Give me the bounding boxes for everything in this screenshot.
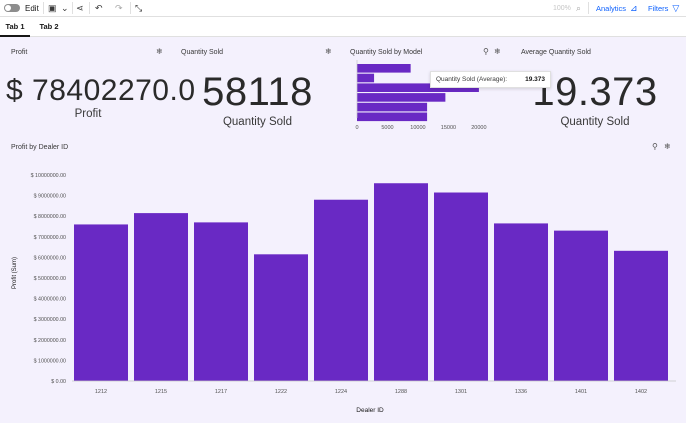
x-tick-label: 1215 bbox=[155, 389, 167, 395]
y-tick-label: $ 9000000.00 bbox=[34, 194, 66, 200]
filters-button[interactable]: Filters ▽ bbox=[648, 0, 679, 16]
x-tick-label: 15000 bbox=[441, 125, 456, 131]
model-bar[interactable] bbox=[357, 73, 375, 83]
undo-button[interactable]: ↶ bbox=[95, 0, 103, 16]
filter-icon: ▽ bbox=[672, 3, 680, 13]
x-tick-label: 1301 bbox=[455, 389, 467, 395]
y-tick-label: $ 0.00 bbox=[51, 379, 66, 385]
y-axis-label: Profit (Sum) bbox=[12, 257, 18, 289]
analytics-label: Analytics bbox=[596, 3, 627, 13]
save-icon: ▣ bbox=[48, 3, 57, 13]
x-tick-label: 1224 bbox=[335, 389, 347, 395]
settings-icon[interactable]: ❄ bbox=[325, 47, 332, 56]
tab-1[interactable]: Tab 1 bbox=[0, 17, 30, 37]
model-bar[interactable] bbox=[357, 102, 428, 112]
y-tick-label: $ 7000000.00 bbox=[34, 235, 66, 241]
x-tick-label: 1288 bbox=[395, 389, 407, 395]
profit-by-dealer-chart: 1212 1215 1217 1222 1224 1288 1301 1336 1401 1402… bbox=[12, 173, 676, 414]
y-tick-label: $ 4000000.00 bbox=[34, 297, 66, 303]
dealer-bar[interactable] bbox=[374, 183, 428, 381]
dealer-bar[interactable] bbox=[134, 213, 188, 381]
y-tick-label: $ 3000000.00 bbox=[34, 317, 66, 323]
tooltip-label: Quantity Sold (Average): bbox=[436, 76, 508, 83]
toolbar-divider bbox=[130, 2, 131, 14]
x-tick-label: 1336 bbox=[515, 389, 527, 395]
toolbar-divider bbox=[72, 2, 73, 14]
dealer-bar[interactable] bbox=[194, 222, 248, 381]
x-axis-label: Dealer ID bbox=[356, 407, 384, 414]
x-tick-label: 10000 bbox=[410, 125, 425, 131]
dealer-bar[interactable] bbox=[254, 254, 308, 381]
model-bar[interactable] bbox=[357, 64, 411, 73]
edit-label: Edit bbox=[25, 3, 39, 13]
tab-bar: Tab 1 Tab 2 bbox=[0, 17, 686, 37]
share-icon: ⋖ bbox=[76, 3, 84, 13]
profit-tile-title: Profit bbox=[11, 49, 28, 56]
toolbar: Edit ▣ ⌄ ⋖ ↶ ↷ ⤡ 100% ⌕ Analytics ⊿ Filt… bbox=[0, 0, 686, 17]
dealer-bar[interactable] bbox=[74, 224, 128, 381]
x-tick-label: 1402 bbox=[635, 389, 647, 395]
share-button[interactable]: ⋖ bbox=[76, 0, 84, 16]
by-model-tile-title: Quantity Sold by Model bbox=[350, 49, 423, 56]
model-bar[interactable] bbox=[357, 83, 479, 92]
profit-value: $ 78402270.0 bbox=[6, 74, 196, 107]
x-tick-label: 1217 bbox=[215, 389, 227, 395]
avg-tile-title: Average Quantity Sold bbox=[521, 49, 591, 56]
y-tick-label: $ 8000000.00 bbox=[34, 214, 66, 220]
x-tick-label: 1222 bbox=[275, 389, 287, 395]
dealer-tile-title: Profit by Dealer ID bbox=[11, 144, 69, 151]
avg-label: Quantity Sold bbox=[560, 116, 630, 128]
chart-tooltip: Quantity Sold (Average): 19.373 bbox=[430, 71, 551, 88]
x-tick-label: 20000 bbox=[471, 125, 486, 131]
dealer-bar[interactable] bbox=[314, 199, 368, 381]
collapse-icon: ⤡ bbox=[135, 3, 143, 13]
collapse-button[interactable]: ⤡ bbox=[135, 0, 142, 16]
x-tick-label: 5000 bbox=[381, 125, 393, 131]
quantity-value: 58118 bbox=[202, 70, 313, 114]
by-model-chart: 0 5000 10000 15000 20000 bbox=[355, 60, 487, 131]
y-tick-label: $ 10000000.00 bbox=[31, 173, 66, 179]
tooltip-value: 19.373 bbox=[525, 76, 545, 83]
settings-icon[interactable]: ❄ bbox=[156, 47, 163, 56]
analytics-button[interactable]: Analytics ⊿ bbox=[596, 0, 638, 16]
toolbar-divider bbox=[588, 2, 589, 14]
zoom-icon: ⌕ bbox=[576, 3, 582, 13]
y-tick-label: $ 2000000.00 bbox=[34, 338, 66, 344]
zoom-button[interactable]: ⌕ bbox=[576, 0, 581, 16]
redo-button[interactable]: ↷ bbox=[115, 0, 123, 16]
undo-icon: ↶ bbox=[95, 3, 103, 13]
y-tick-label: $ 6000000.00 bbox=[34, 255, 66, 261]
x-tick-label: 1401 bbox=[575, 389, 587, 395]
toggle-knob bbox=[5, 5, 11, 11]
save-button[interactable]: ▣ bbox=[48, 0, 57, 16]
y-tick-label: $ 5000000.00 bbox=[34, 276, 66, 282]
zoom-level: 100% bbox=[553, 4, 571, 12]
settings-icon[interactable]: ❄ bbox=[494, 47, 501, 56]
y-tick-label: $ 1000000.00 bbox=[34, 358, 66, 364]
pin-icon[interactable]: ⚲ bbox=[652, 142, 658, 151]
dealer-bar[interactable] bbox=[434, 192, 488, 381]
profit-label: Profit bbox=[74, 108, 102, 120]
avg-value: 19.373 bbox=[532, 70, 658, 114]
filters-label: Filters bbox=[648, 3, 669, 13]
tab-2[interactable]: Tab 2 bbox=[39, 22, 59, 31]
redo-icon: ↷ bbox=[115, 3, 123, 13]
quantity-label: Quantity Sold bbox=[222, 116, 293, 128]
quantity-tile-title: Quantity Sold bbox=[181, 49, 224, 56]
edit-toggle-switch[interactable] bbox=[4, 4, 20, 12]
toolbar-divider bbox=[89, 2, 90, 14]
chevron-down-icon: ⌄ bbox=[61, 3, 69, 13]
pin-icon[interactable]: ⚲ bbox=[483, 47, 489, 56]
dealer-bar[interactable] bbox=[494, 223, 548, 381]
save-options-button[interactable]: ⌄ bbox=[61, 0, 69, 16]
dealer-bar[interactable] bbox=[554, 230, 608, 381]
model-bar[interactable] bbox=[357, 93, 446, 102]
chart-line-icon: ⊿ bbox=[630, 3, 638, 13]
toolbar-divider bbox=[43, 2, 44, 14]
settings-icon[interactable]: ❄ bbox=[664, 142, 671, 151]
model-bar[interactable] bbox=[357, 112, 428, 122]
x-tick-label: 0 bbox=[355, 125, 358, 131]
dealer-bar[interactable] bbox=[614, 250, 668, 381]
x-tick-label: 1212 bbox=[95, 389, 107, 395]
